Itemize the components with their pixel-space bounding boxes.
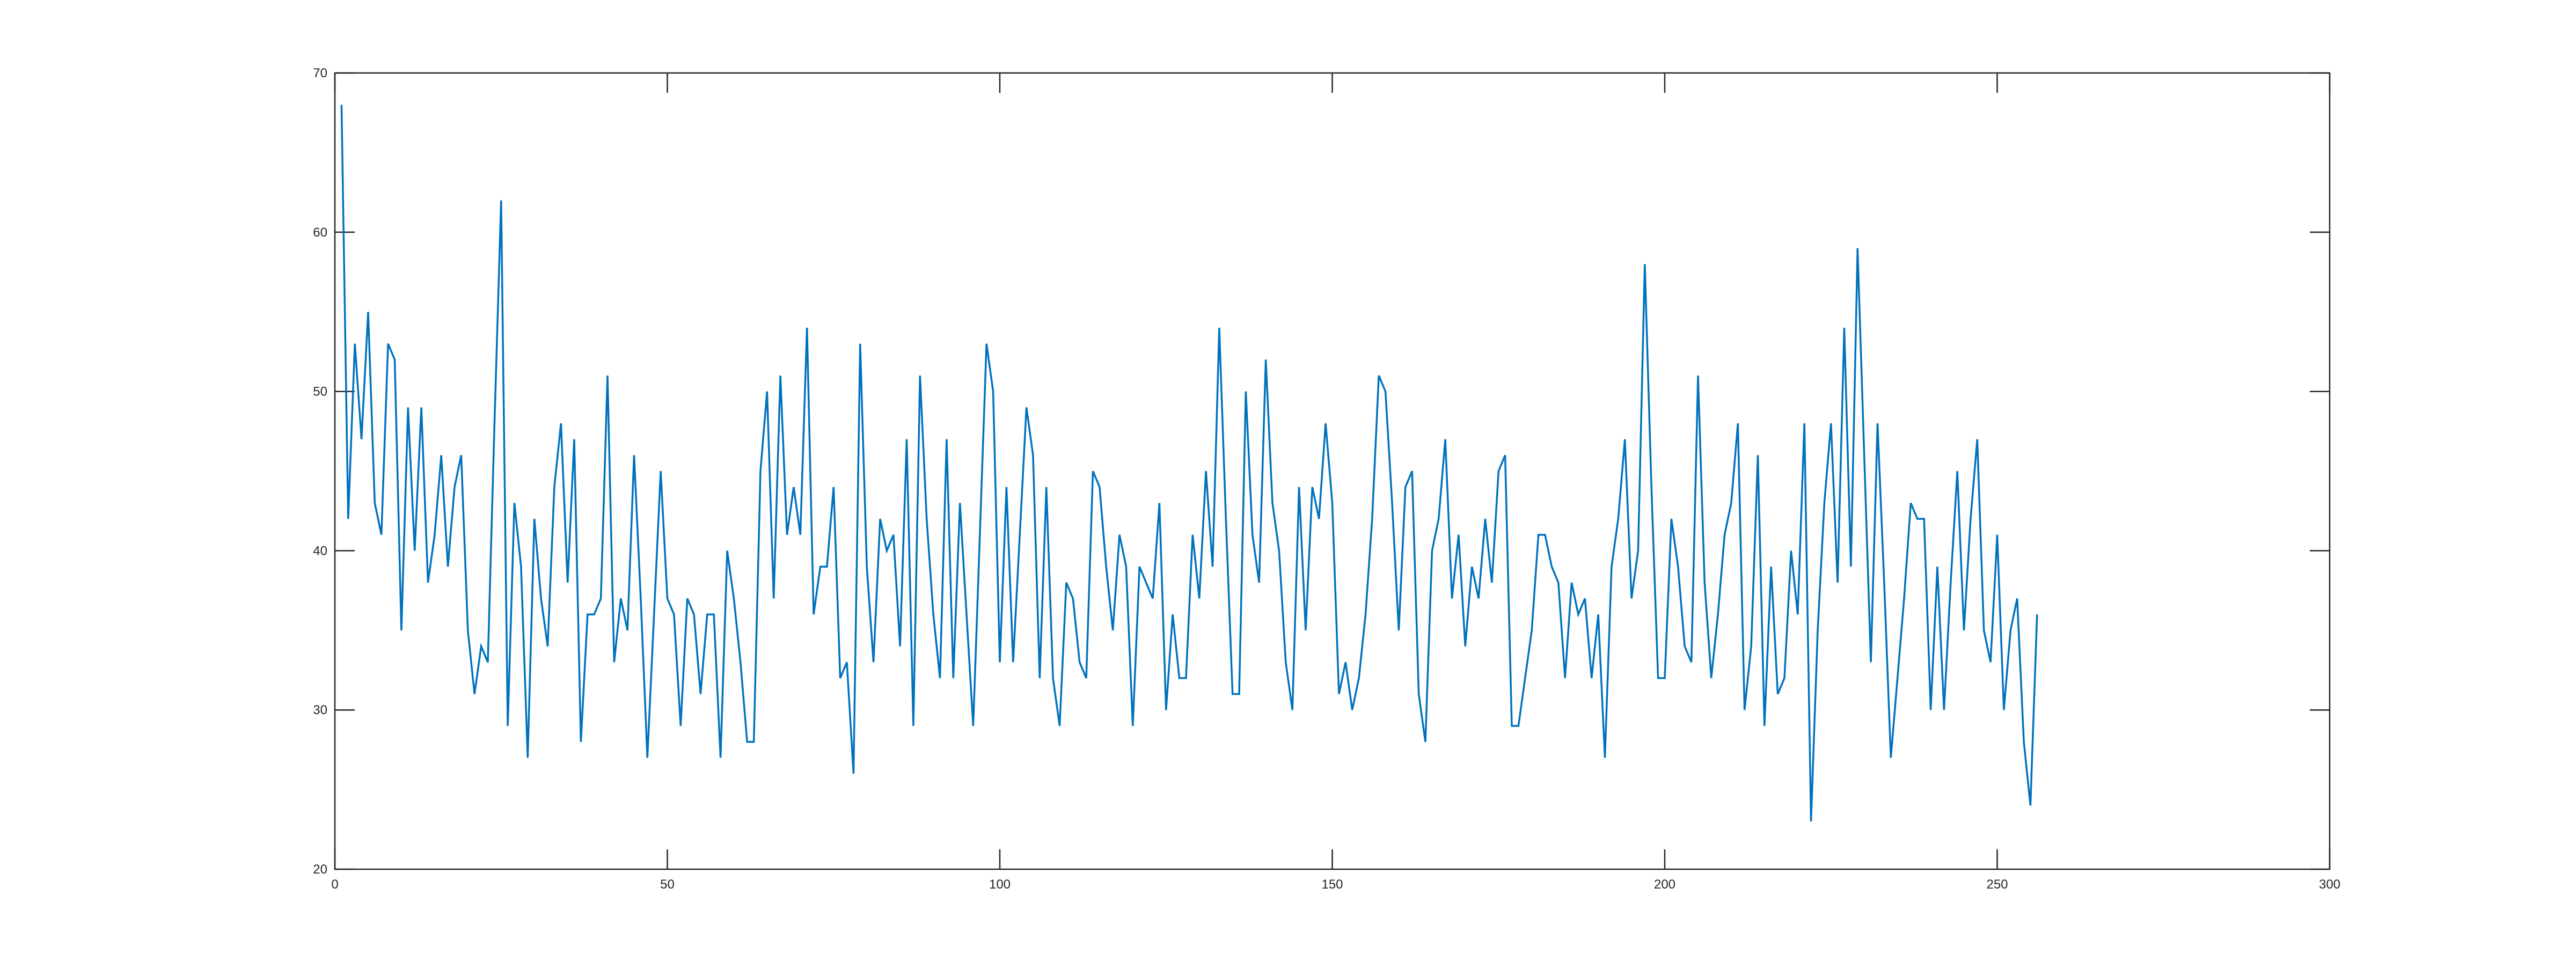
x-tick-labels: 0 50 100 150 200 250 300 xyxy=(331,877,2340,892)
plot-area-background xyxy=(335,73,2330,869)
y-tick-label: 70 xyxy=(313,66,327,80)
x-tick-label: 200 xyxy=(1654,877,1675,892)
y-tick-label: 30 xyxy=(313,703,327,717)
x-tick-label: 250 xyxy=(1986,877,2008,892)
y-tick-labels: 20 30 40 50 60 70 xyxy=(313,66,327,877)
x-tick-label: 150 xyxy=(1321,877,1343,892)
x-tick-label: 300 xyxy=(2319,877,2340,892)
y-tick-label: 60 xyxy=(313,225,327,240)
x-tick-label: 50 xyxy=(660,877,675,892)
axes-box xyxy=(334,72,2331,870)
x-tick-label: 0 xyxy=(331,877,338,892)
y-tick-label: 20 xyxy=(313,862,327,877)
y-tick-label: 40 xyxy=(313,544,327,558)
x-tick-label: 100 xyxy=(989,877,1011,892)
y-tick-label: 50 xyxy=(313,385,327,399)
data-series-line xyxy=(340,105,2038,822)
